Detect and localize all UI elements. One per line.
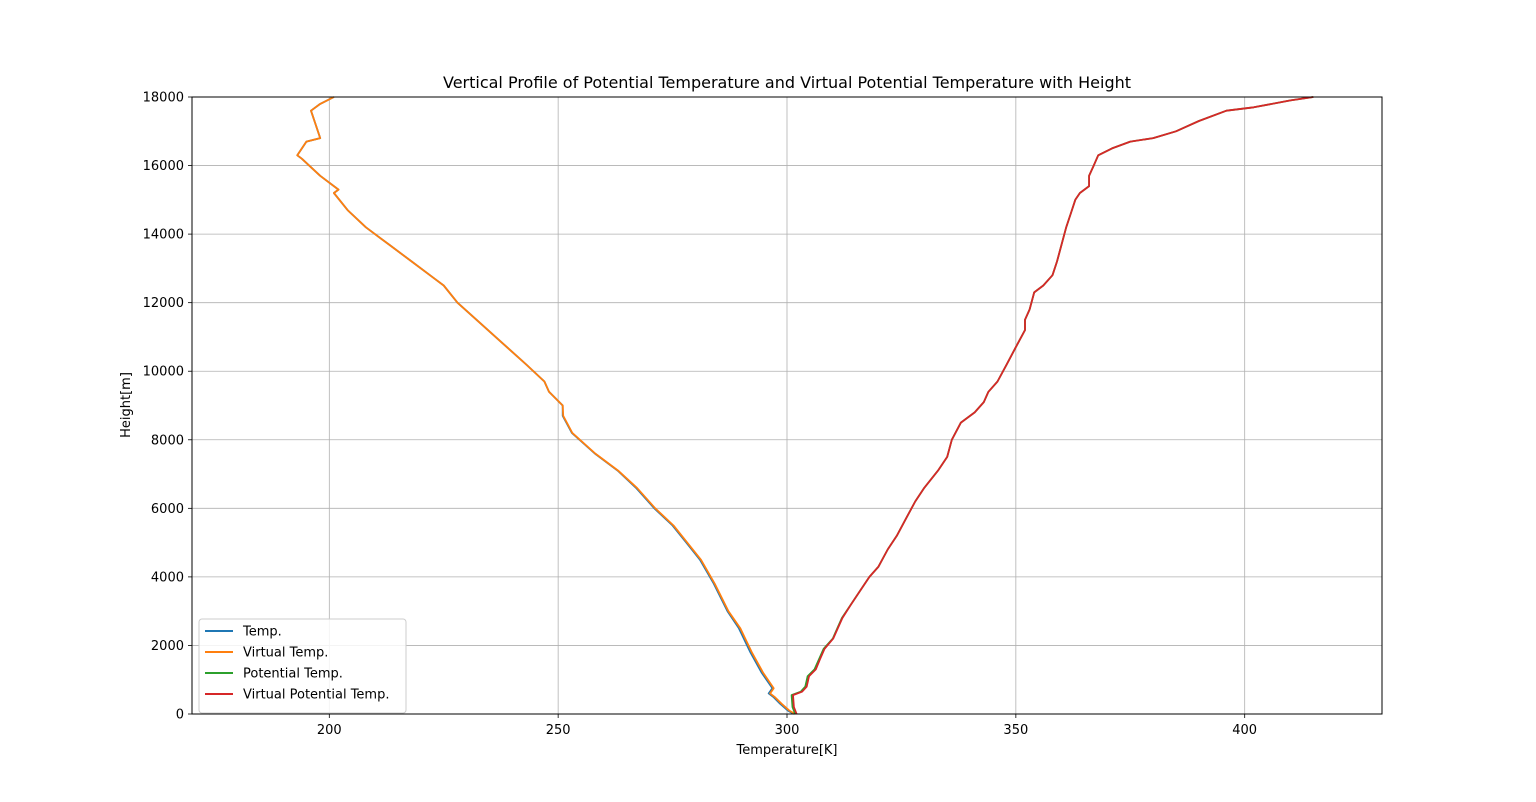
y-axis-ticks: 0 2000 4000 6000 8000 10000 12000 14000 16000 180… bbox=[143, 91, 192, 723]
legend-label: Potential Temp. bbox=[243, 667, 343, 682]
y-axis-label: Height[m] bbox=[119, 372, 134, 438]
x-tick-label: 400 bbox=[1232, 723, 1257, 738]
y-tick-label: 14000 bbox=[143, 228, 184, 243]
series-layer bbox=[296, 96, 1314, 715]
y-tick-label: 6000 bbox=[151, 502, 184, 517]
y-tick-label: 10000 bbox=[143, 365, 184, 380]
x-axis-ticks: 200 250 300 350 400 bbox=[317, 714, 1257, 738]
chart-title: Vertical Profile of Potential Temperatur… bbox=[443, 73, 1131, 92]
x-tick-label: 250 bbox=[546, 723, 571, 738]
y-tick-label: 16000 bbox=[143, 159, 184, 174]
y-tick-label: 0 bbox=[176, 708, 184, 723]
x-axis-label: Temperature[K] bbox=[735, 743, 837, 758]
legend-box bbox=[198, 618, 407, 714]
y-tick-label: 8000 bbox=[151, 433, 184, 448]
x-tick-label: 350 bbox=[1003, 723, 1028, 738]
legend-label: Virtual Potential Temp. bbox=[243, 688, 389, 703]
x-tick-label: 200 bbox=[317, 723, 342, 738]
legend-label: Virtual Temp. bbox=[243, 646, 328, 661]
legend-label: Temp. bbox=[242, 625, 282, 640]
y-tick-label: 2000 bbox=[151, 639, 184, 654]
y-tick-label: 4000 bbox=[151, 570, 184, 585]
series-line-1 bbox=[296, 96, 796, 715]
legend: Temp. Virtual Temp. Potential Temp. Virtual… bbox=[198, 618, 407, 714]
series-line-3 bbox=[792, 96, 1314, 715]
y-tick-label: 18000 bbox=[143, 91, 184, 106]
y-tick-label: 12000 bbox=[143, 296, 184, 311]
x-tick-label: 300 bbox=[775, 723, 800, 738]
